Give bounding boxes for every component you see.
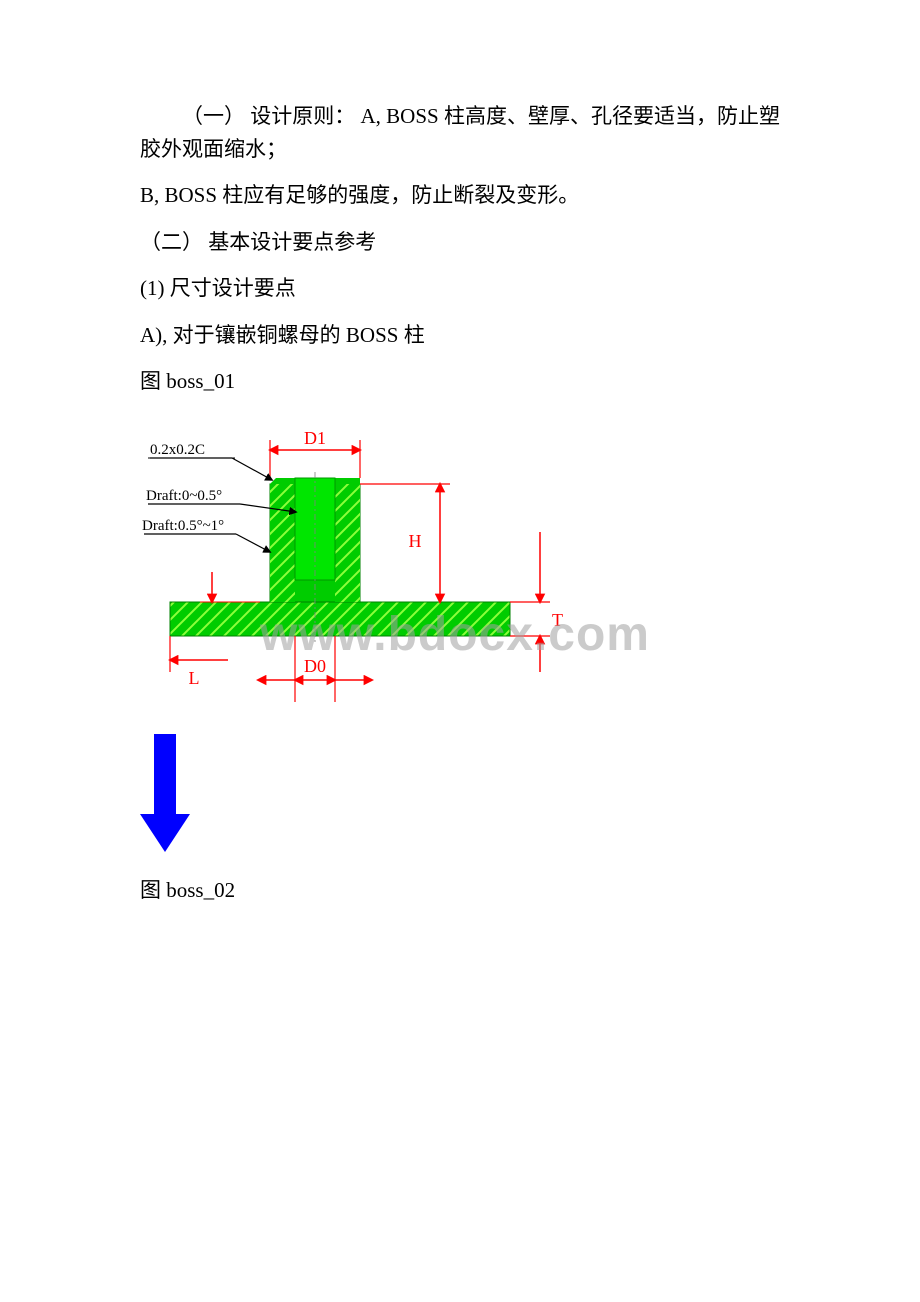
- paragraph-design-principle: （一） 设计原则： A, BOSS 柱高度、壁厚、孔径要适当，防止塑胶外观面缩水…: [140, 100, 800, 165]
- paragraph-ref: （二） 基本设计要点参考: [140, 226, 800, 259]
- dim-D1: D1: [304, 428, 326, 448]
- down-arrow-icon: [140, 734, 800, 854]
- paragraph-insert-nut: A), 对于镶嵌铜螺母的 BOSS 柱: [140, 319, 800, 352]
- dim-T: T: [552, 610, 563, 630]
- figure-label-2: 图 boss_02: [140, 874, 800, 907]
- label-draft1: Draft:0~0.5°: [146, 488, 222, 504]
- paragraph-strength: B, BOSS 柱应有足够的强度，防止断裂及变形。: [140, 179, 800, 212]
- label-draft2: Draft:0.5°~1°: [142, 518, 224, 534]
- dim-H: H: [409, 531, 422, 551]
- dim-D0: D0: [304, 656, 326, 676]
- paragraph-size-points: (1) 尺寸设计要点: [140, 272, 800, 305]
- dim-L: L: [189, 668, 200, 688]
- boss-diagram: L D0 D1 H T: [140, 412, 570, 722]
- figure-label-1: 图 boss_01: [140, 365, 800, 398]
- label-chamfer: 0.2x0.2C: [150, 442, 205, 458]
